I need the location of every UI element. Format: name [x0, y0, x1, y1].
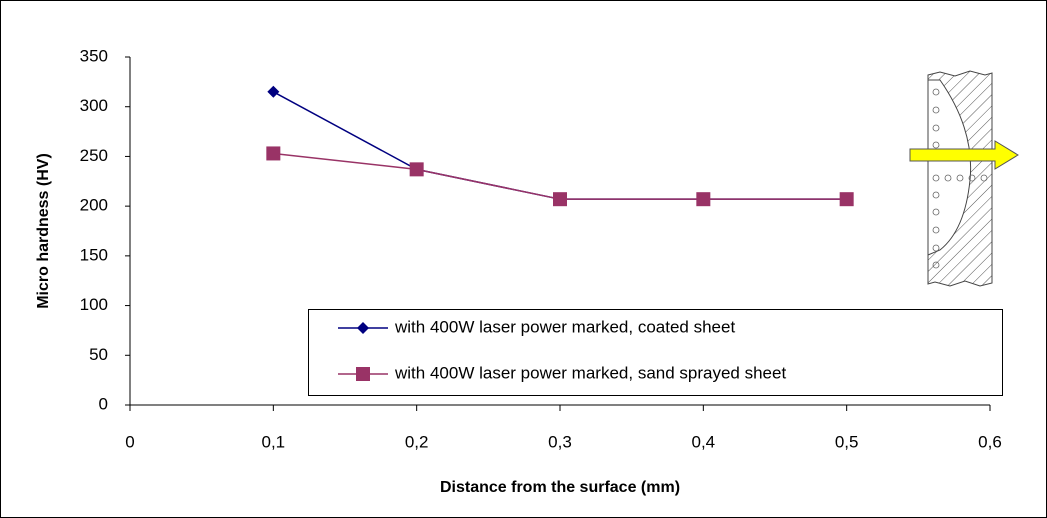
legend-marker [357, 322, 369, 334]
y-tick-label: 50 [89, 345, 108, 364]
marker [267, 85, 280, 98]
y-tick-label: 250 [80, 146, 108, 165]
x-tick-label: 0,5 [835, 432, 859, 451]
marker [266, 146, 281, 161]
legend-label: with 400W laser power marked, sand spray… [394, 363, 786, 382]
marker [553, 192, 567, 207]
inset-diagram [909, 70, 1019, 287]
x-tick-label: 0,3 [548, 432, 572, 451]
legend [308, 309, 1003, 396]
y-axis-title: Micro hardness (HV) [35, 153, 52, 309]
y-tick-label: 0 [99, 394, 108, 413]
x-tick-label: 0 [125, 432, 134, 451]
y-tick-label: 300 [80, 96, 108, 115]
marker [839, 192, 854, 207]
marker [696, 192, 711, 207]
x-tick-label: 0,6 [978, 432, 1002, 451]
marker [409, 162, 424, 177]
legend-label: with 400W laser power marked, coated she… [394, 317, 735, 336]
x-tick-label: 0,4 [692, 432, 716, 451]
y-tick-label: 350 [80, 46, 108, 65]
x-tick-label: 0,1 [262, 432, 286, 451]
x-tick-label: 0,2 [405, 432, 429, 451]
y-tick-label: 150 [80, 245, 108, 264]
y-tick-label: 200 [80, 196, 108, 215]
x-axis-title: Distance from the surface (mm) [440, 479, 680, 496]
legend-marker [356, 367, 370, 381]
y-tick-label: 100 [80, 295, 108, 314]
